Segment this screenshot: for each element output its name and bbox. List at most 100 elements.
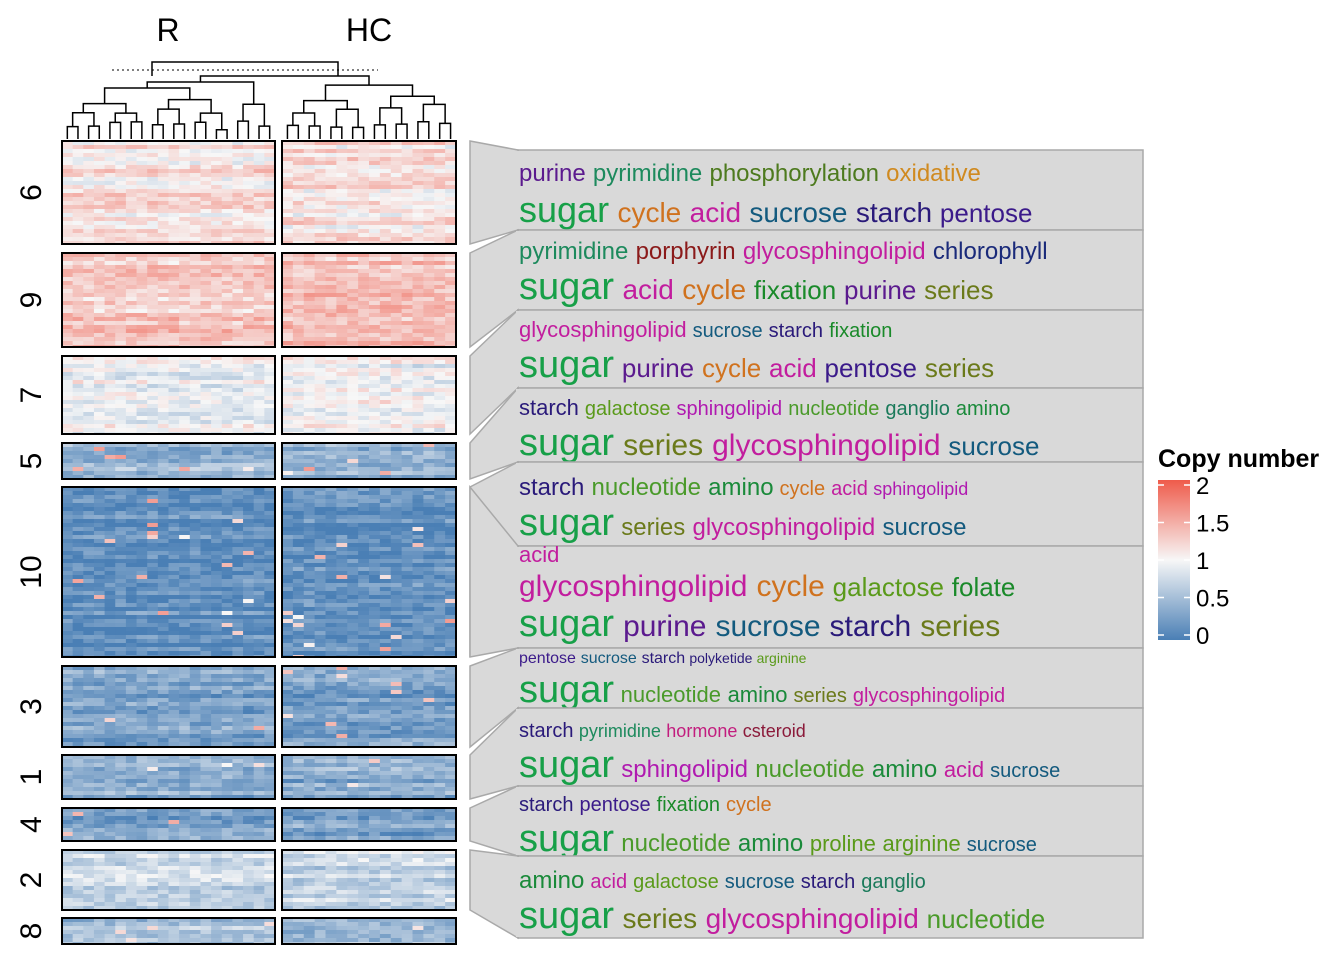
heatmap-cell — [379, 595, 392, 600]
heatmap-cell — [211, 285, 223, 290]
heatmap-cell — [390, 325, 403, 330]
heatmap-cell — [62, 647, 74, 652]
heatmap-cell — [243, 718, 255, 723]
heatmap-cell — [336, 237, 348, 242]
heatmap-cell — [445, 463, 457, 468]
heatmap-cell — [147, 555, 159, 560]
heatmap-cell — [336, 495, 348, 500]
heatmap-cell — [282, 261, 294, 266]
heatmap-cell — [93, 213, 106, 218]
heatmap-cell — [401, 591, 414, 596]
heatmap-cell — [200, 591, 212, 596]
heatmap-cell — [157, 233, 170, 238]
heatmap-cell — [412, 329, 424, 334]
heatmap-cell — [136, 289, 148, 294]
heatmap-cell — [179, 277, 191, 282]
heatmap-cell — [125, 587, 138, 592]
heatmap-cell — [314, 325, 327, 330]
heatmap-cell — [168, 201, 180, 206]
heatmap-cell — [336, 277, 348, 282]
heatmap-cell — [390, 531, 403, 536]
heatmap-cell — [314, 241, 327, 245]
heatmap-cell — [104, 161, 116, 166]
heatmap-cell — [157, 285, 170, 290]
heatmap-cell — [347, 535, 359, 540]
heatmap-cell — [179, 412, 191, 417]
heatmap-cell — [336, 515, 348, 520]
heatmap-cell — [62, 463, 74, 468]
heatmap-cell — [115, 313, 127, 318]
heatmap-cell — [445, 384, 457, 389]
heatmap-cell — [115, 305, 127, 310]
heatmap-cell — [211, 241, 223, 245]
heatmap-cell — [325, 145, 337, 150]
heatmap-cell — [125, 718, 138, 723]
heatmap-cell — [434, 495, 446, 500]
heatmap-cell — [189, 595, 202, 600]
heatmap-cell — [189, 209, 202, 214]
heatmap-cell — [264, 165, 276, 170]
heatmap-cell — [369, 384, 381, 389]
heatmap-cell — [282, 615, 294, 620]
heatmap-cell — [72, 682, 84, 687]
heatmap-cell — [62, 714, 74, 719]
heatmap-cell — [253, 463, 265, 468]
heatmap-cell — [314, 149, 327, 154]
heatmap-cell — [292, 531, 305, 536]
heatmap-cell — [232, 161, 244, 166]
heatmap-cell — [253, 706, 265, 711]
heatmap-cell — [253, 185, 265, 190]
heatmap-cell — [401, 682, 414, 687]
heatmap-cell — [445, 424, 457, 429]
heatmap-cell — [445, 551, 457, 556]
heatmap-cell — [125, 710, 138, 715]
heatmap-cell — [303, 145, 316, 150]
heatmap-cell — [423, 511, 435, 516]
heatmap-cell — [434, 619, 446, 624]
heatmap-cell — [211, 380, 223, 385]
heatmap-cell — [115, 519, 127, 524]
heatmap-cell — [253, 515, 265, 520]
heatmap-cell — [282, 523, 294, 528]
heatmap-cell — [62, 726, 74, 731]
heatmap-cell — [401, 559, 414, 564]
heatmap-cell — [211, 674, 223, 679]
heatmap-cell — [347, 193, 359, 198]
heatmap-cell — [72, 309, 84, 314]
heatmap-cell — [434, 428, 446, 433]
heatmap-cell — [179, 257, 191, 262]
heatmap-cell — [157, 313, 170, 318]
heatmap-cell — [115, 269, 127, 274]
heatmap-cell — [325, 547, 337, 552]
heatmap-cell — [104, 527, 116, 532]
heatmap-cell — [93, 718, 106, 723]
heatmap-cell — [445, 639, 457, 644]
heatmap-cell — [72, 416, 84, 421]
heatmap-cell — [282, 297, 294, 302]
heatmap-cell — [232, 734, 244, 739]
heatmap-cell — [157, 567, 170, 572]
heatmap-cell — [347, 643, 359, 648]
heatmap-cell — [303, 376, 316, 381]
heatmap-cell — [72, 388, 84, 393]
heatmap-cell — [136, 329, 148, 334]
heatmap-cell — [412, 221, 424, 226]
heatmap-cell — [390, 643, 403, 648]
heatmap-cell — [325, 515, 337, 520]
heatmap-cell — [369, 643, 381, 648]
heatmap-cell — [62, 686, 74, 691]
heatmap-cell — [62, 185, 74, 190]
heatmap-cell — [115, 527, 127, 532]
heatmap-cell — [325, 169, 337, 174]
heatmap-cell — [445, 177, 457, 182]
heatmap-cell — [115, 149, 127, 154]
heatmap-cell — [168, 678, 180, 683]
dendrogram-branch — [286, 124, 300, 139]
heatmap-cell — [423, 404, 435, 409]
heatmap-cell — [168, 738, 180, 743]
heatmap-cell — [336, 193, 348, 198]
heatmap-cell — [221, 511, 233, 516]
heatmap-cell — [434, 563, 446, 568]
heatmap-cell — [200, 495, 212, 500]
heatmap-cell — [168, 185, 180, 190]
